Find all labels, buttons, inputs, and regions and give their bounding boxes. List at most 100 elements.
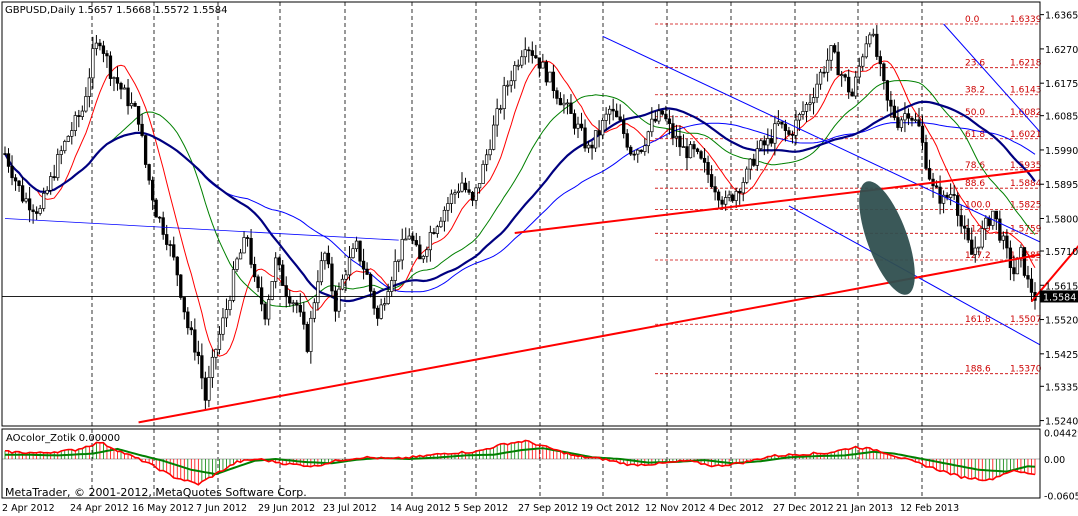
fib-level-label: 127.2 xyxy=(965,251,991,261)
candle-body xyxy=(783,123,788,131)
candle-body xyxy=(769,138,773,144)
candle-body xyxy=(474,187,478,201)
fib-level-label: 23.6 xyxy=(965,59,985,69)
candle-body xyxy=(885,80,890,101)
candle-body xyxy=(393,261,397,281)
candle-body xyxy=(868,34,872,45)
fib-level-label: 88.6 xyxy=(965,179,985,189)
candle-body xyxy=(509,80,513,86)
candle-body xyxy=(695,148,700,152)
candle-body xyxy=(530,50,534,56)
candle-body xyxy=(664,113,668,120)
channel-top-line xyxy=(943,23,1041,133)
candle-body xyxy=(611,108,615,112)
candle-body xyxy=(871,33,875,36)
candle-body xyxy=(126,87,130,107)
candle-body xyxy=(674,135,679,139)
candle-body xyxy=(277,257,281,266)
candle-body xyxy=(650,118,654,133)
candle-body xyxy=(748,158,752,170)
candle-body xyxy=(970,239,974,255)
candle-body xyxy=(249,238,253,265)
y-tick-label: 1.5895 xyxy=(1045,180,1078,191)
candle-body xyxy=(1026,275,1030,280)
candle-body xyxy=(10,166,14,179)
candle-body xyxy=(63,141,67,152)
candle-body xyxy=(1015,257,1020,275)
candle-body xyxy=(889,99,893,107)
candle-body xyxy=(952,194,956,196)
candle-body xyxy=(629,146,633,155)
candle-body xyxy=(959,215,963,227)
candle-body xyxy=(158,216,162,219)
candle-body xyxy=(470,191,475,201)
candle-body xyxy=(453,192,457,195)
candle-body xyxy=(576,123,580,129)
candle-body xyxy=(368,274,373,292)
candle-body xyxy=(386,291,390,304)
candle-body xyxy=(122,87,127,90)
y-tick-label: 1.5615 xyxy=(1045,281,1078,292)
candle-body xyxy=(720,199,724,205)
candle-body xyxy=(270,281,274,300)
candle-body xyxy=(681,146,686,148)
candle-body xyxy=(56,154,60,179)
candle-body xyxy=(238,252,243,260)
y-tick-label: 1.5520 xyxy=(1045,316,1078,327)
candle-body xyxy=(168,244,172,246)
candle-body xyxy=(66,135,70,142)
candle-body xyxy=(811,97,816,104)
text-labels: GBPUSD,Daily 1.5657 1.5668 1.5572 1.5584… xyxy=(5,5,307,499)
candle-body xyxy=(302,311,306,325)
candle-body xyxy=(210,356,215,378)
candle-body xyxy=(590,144,594,149)
current-price-box xyxy=(1040,290,1078,303)
trend-lines xyxy=(2,23,1078,424)
candle-body xyxy=(534,55,538,59)
candle-body xyxy=(854,76,858,97)
x-tick-label: 16 May 2012 xyxy=(132,503,194,514)
candle-body xyxy=(358,240,362,262)
candle-body xyxy=(615,110,619,118)
candle-body xyxy=(597,130,601,136)
candle-body xyxy=(520,56,524,66)
candle-body xyxy=(646,131,650,147)
ao-signal-green xyxy=(5,447,1036,476)
copyright-text: MetaTrader, © 2001-2012, MetaQuotes Soft… xyxy=(5,486,307,499)
candle-body xyxy=(425,249,429,257)
candle-body xyxy=(1001,235,1006,241)
fib-price-label: 1.5507 xyxy=(1010,315,1042,325)
candle-body xyxy=(815,83,819,98)
candle-body xyxy=(189,327,193,331)
fib-price-label: 1.6021 xyxy=(1010,130,1042,140)
candle-body xyxy=(256,276,260,289)
highlight-ellipse xyxy=(859,181,915,295)
chart-title: GBPUSD,Daily xyxy=(5,5,76,16)
candle-body xyxy=(706,162,710,175)
candle-body xyxy=(105,53,109,57)
candle-body xyxy=(133,102,137,107)
candle-body xyxy=(136,105,141,125)
candle-body xyxy=(484,154,489,165)
channel-upper-line xyxy=(602,35,1041,243)
candle-body xyxy=(727,194,731,198)
candle-body xyxy=(920,125,925,143)
candle-body xyxy=(759,140,763,150)
candle-body xyxy=(850,91,854,97)
indicator-panel-border xyxy=(1,428,1041,499)
x-tick-label: 23 Jul 2012 xyxy=(323,503,377,514)
candle-body xyxy=(980,228,984,248)
candle-body xyxy=(73,115,77,131)
candle-body xyxy=(115,77,120,84)
candle-body xyxy=(351,248,355,259)
candle-body xyxy=(917,119,921,127)
candle-body xyxy=(217,333,222,350)
candle-body xyxy=(586,144,591,149)
candle-body xyxy=(773,123,777,144)
candle-body xyxy=(186,311,190,329)
candle-body xyxy=(927,168,932,180)
candle-body xyxy=(657,110,661,122)
candlestick-series xyxy=(3,25,1037,410)
candle-body xyxy=(541,61,545,69)
